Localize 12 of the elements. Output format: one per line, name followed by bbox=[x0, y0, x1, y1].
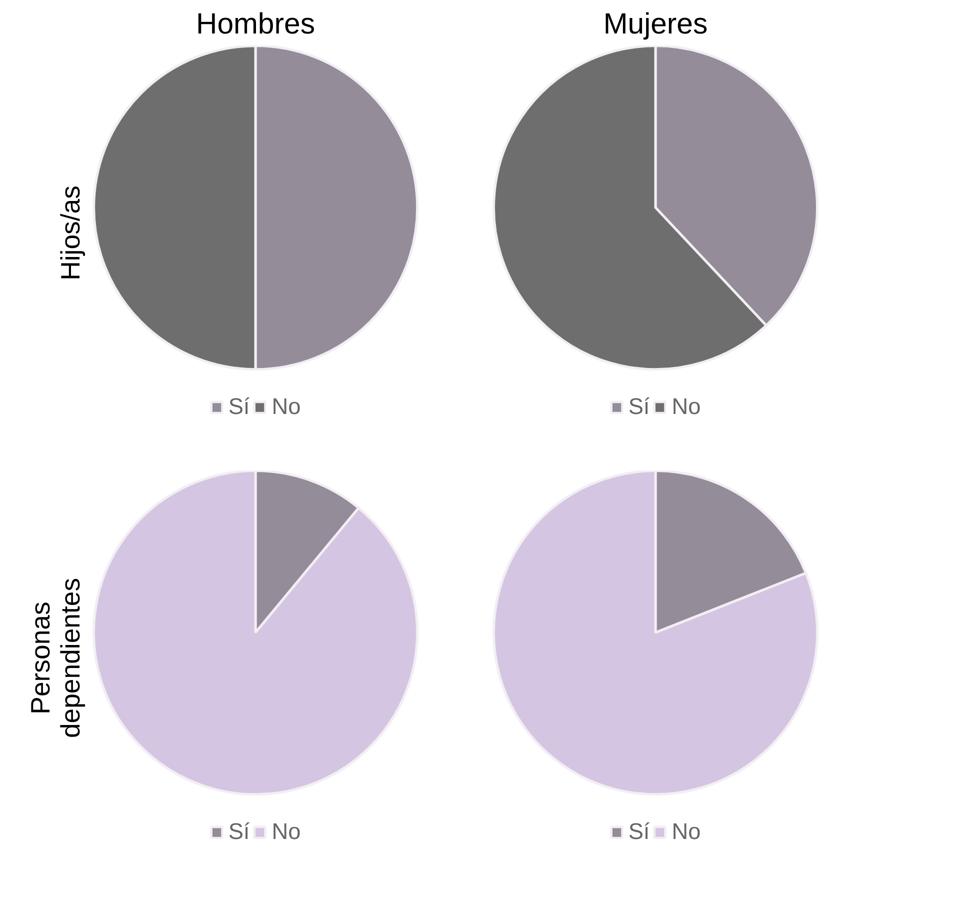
legend-label: Sí bbox=[628, 393, 650, 420]
chart-title: Hombres bbox=[196, 8, 315, 40]
legend-label: No bbox=[272, 818, 301, 845]
chart-title: Mujeres bbox=[603, 8, 708, 40]
legend-label: No bbox=[272, 393, 301, 420]
legend-label: No bbox=[672, 393, 701, 420]
legend-label: Sí bbox=[228, 818, 250, 845]
text: Personas dependientes bbox=[26, 578, 86, 738]
legend-label: Sí bbox=[228, 393, 250, 420]
text: Hijos/as bbox=[56, 186, 86, 280]
legend-label: No bbox=[672, 818, 701, 845]
legend-label: Sí bbox=[628, 818, 650, 845]
